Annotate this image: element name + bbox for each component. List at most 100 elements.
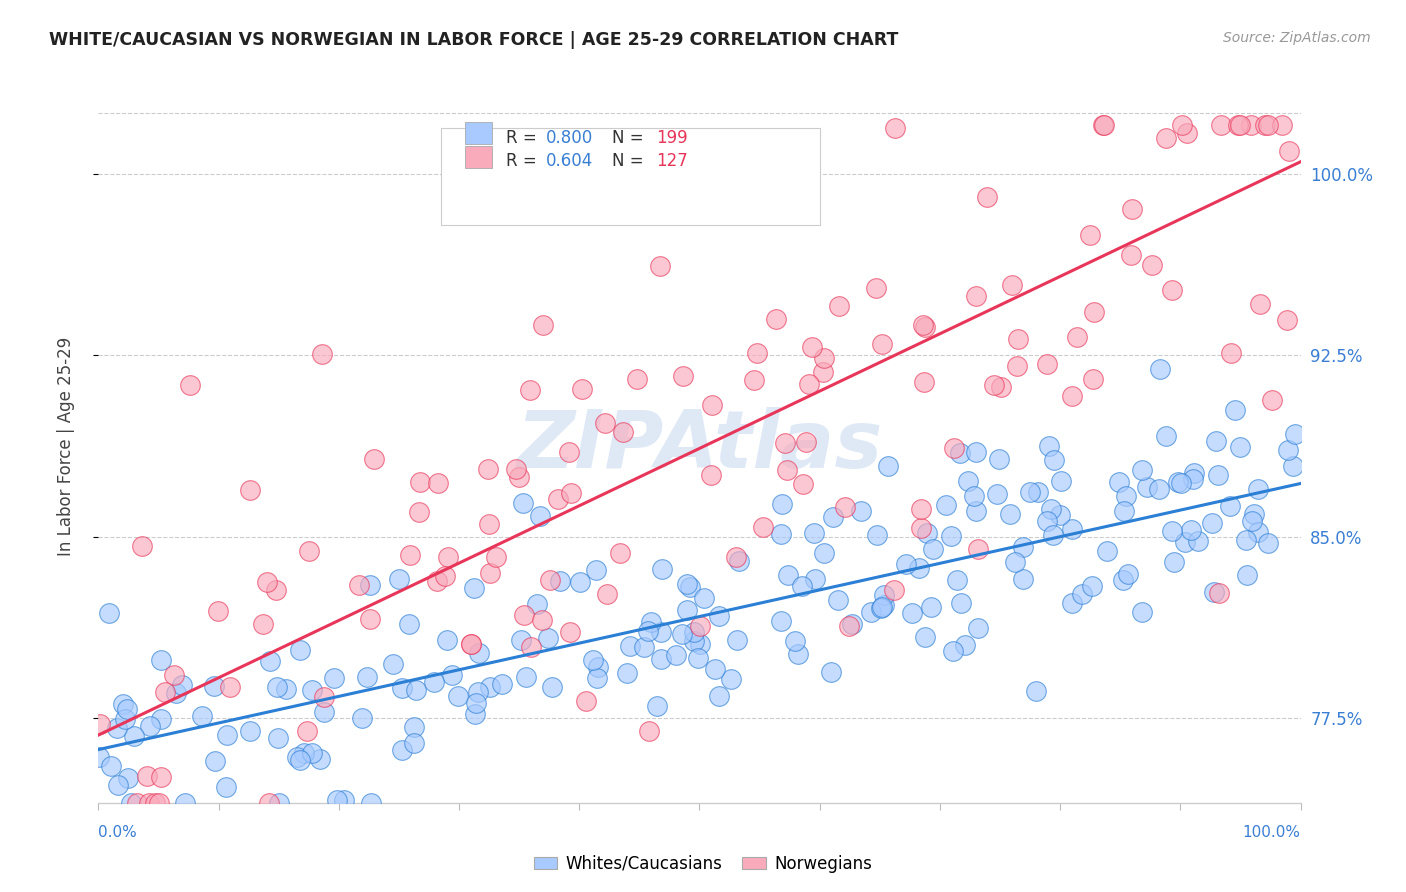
Point [1004,555,1026,569]
Point [609,546,631,560]
Point [707,690,730,704]
Point [398,616,420,631]
Point [949,596,972,610]
Point [207,604,229,618]
Point [1071,586,1094,600]
Point [704,662,727,676]
Point [526,597,548,611]
Point [1000,277,1022,292]
Point [112,697,135,711]
Point [150,653,173,667]
Point [672,369,695,384]
Point [468,646,491,660]
Point [907,560,929,574]
Point [153,685,176,699]
Point [391,681,413,695]
Point [1049,508,1071,522]
Point [820,665,842,680]
Point [744,373,766,387]
Point [191,709,214,723]
Y-axis label: In Labor Force | Age 25-29: In Labor Force | Age 25-29 [56,336,75,556]
Point [794,434,817,449]
Point [1062,389,1084,403]
Point [314,705,336,719]
Text: 0.800: 0.800 [546,129,593,147]
Point [120,796,142,810]
Point [894,557,917,571]
Point [1066,330,1088,344]
Point [149,712,172,726]
Point [1083,372,1105,386]
Point [821,510,844,524]
Point [582,653,605,667]
Point [571,382,593,396]
Point [558,444,581,458]
Point [460,637,482,651]
Point [1180,523,1202,537]
Point [122,729,145,743]
Text: 0.604: 0.604 [546,153,593,170]
Point [1024,684,1046,698]
Point [349,578,371,592]
Point [217,728,239,742]
Point [402,720,425,734]
Point [508,469,530,483]
Point [219,680,242,694]
Point [702,398,724,412]
Point [942,644,965,658]
Point [1011,540,1033,554]
Point [1249,297,1271,311]
FancyBboxPatch shape [465,145,492,168]
Point [1170,475,1192,490]
Point [460,637,482,651]
Point [252,617,274,632]
Point [689,619,711,633]
Point [1223,403,1246,417]
Point [1115,489,1137,503]
Point [633,640,655,654]
Point [876,458,898,473]
Point [813,351,835,365]
Point [873,589,896,603]
Point [1081,579,1104,593]
Point [1092,119,1115,133]
Point [1282,458,1305,473]
Point [769,614,792,628]
Point [593,417,616,431]
Point [538,573,561,587]
Point [1000,507,1022,521]
Point [257,796,280,810]
Point [256,575,278,590]
Point [650,625,672,640]
Point [1247,483,1270,497]
Point [1078,228,1101,243]
Point [1240,119,1263,133]
Point [350,711,373,725]
Point [179,378,201,392]
Point [1007,332,1029,346]
Point [612,425,634,439]
Point [965,289,987,303]
Point [986,486,1008,500]
Point [531,318,554,332]
Point [519,640,541,654]
Point [149,770,172,784]
Point [308,752,330,766]
Point [1277,443,1299,458]
Point [266,680,288,694]
Point [870,337,893,351]
Point [391,743,413,757]
Point [920,599,942,614]
Point [114,712,136,726]
Point [963,490,986,504]
Text: N =: N = [612,129,648,147]
Point [274,681,297,696]
Point [519,383,541,397]
Point [1219,346,1241,360]
Point [409,475,432,489]
Point [285,749,308,764]
Point [585,671,607,685]
Point [914,630,936,644]
Point [388,572,411,586]
Point [356,670,378,684]
